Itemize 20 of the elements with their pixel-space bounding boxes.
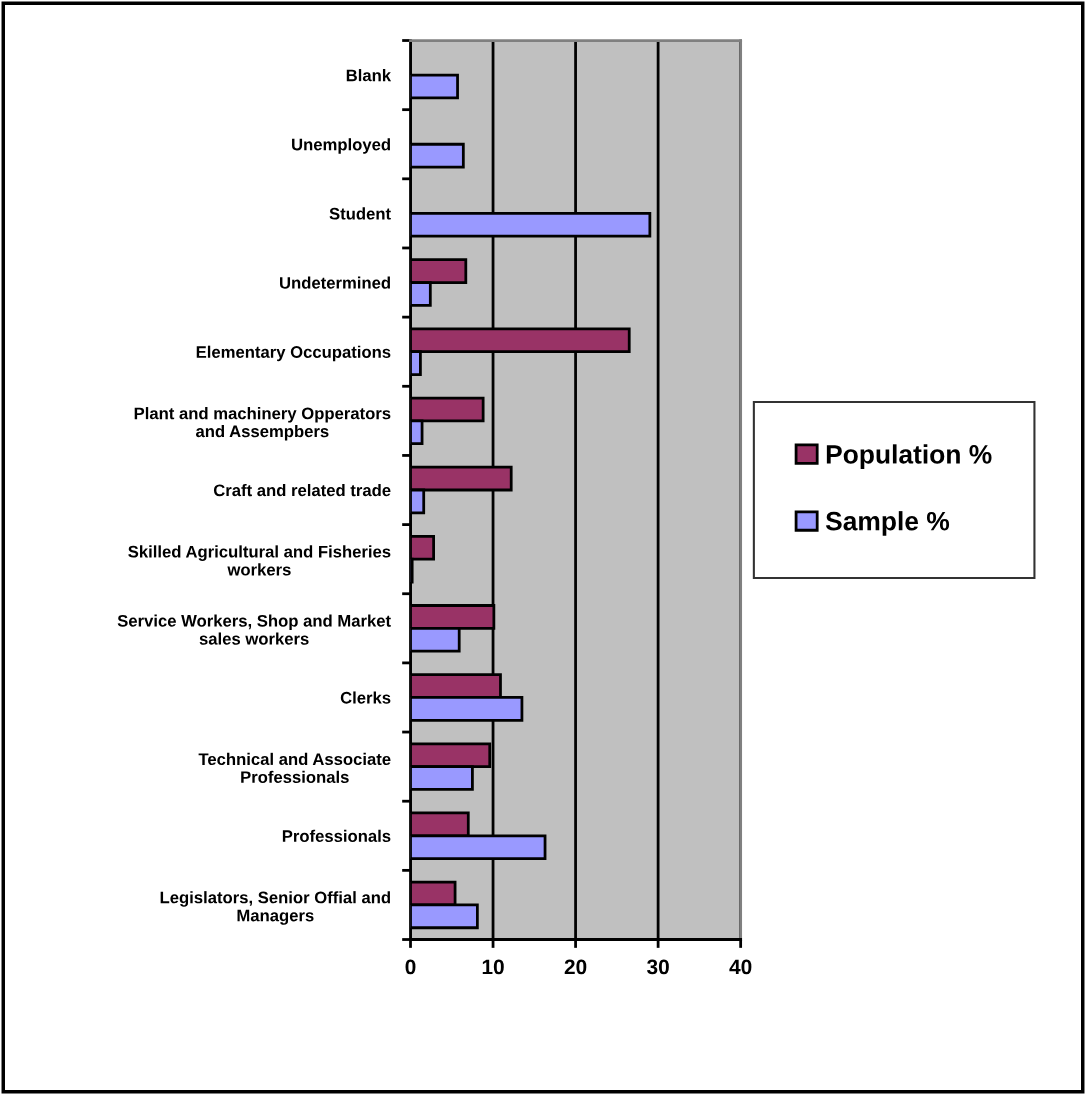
y-tick-label: Clerks — [340, 691, 391, 704]
y-tick-label: Professionals — [282, 829, 391, 842]
y-tick-label: Service Workers, Shop and Market sales workers — [117, 614, 391, 645]
y-tick-label: Legislators, Senior Offial and Managers — [160, 891, 390, 925]
x-tick-label: 20 — [564, 959, 587, 975]
y-tick-label: Skilled Agricultural and Fisheries workers — [128, 545, 391, 576]
legend-label: Sample % — [825, 511, 950, 536]
y-tick-label: Elementary Occupations — [196, 345, 391, 362]
x-tick-label: 10 — [482, 959, 504, 975]
legend-label: Population % — [826, 444, 992, 469]
y-tick-label: Plant and machinery Opperators and Assempbers — [134, 407, 391, 441]
x-tick-label: 0 — [405, 959, 416, 975]
x-tick-label: 40 — [729, 959, 752, 975]
x-tick-label: 30 — [647, 959, 669, 975]
y-tick-label: Student — [329, 207, 391, 220]
y-tick-label: Craft and related trade — [213, 483, 391, 497]
y-tick-label: Undetermined — [280, 276, 390, 289]
y-tick-label: Technical and Associate Professionals — [198, 752, 391, 784]
y-tick-label: Blank — [346, 69, 392, 82]
y-tick-label: Unemployed — [292, 138, 390, 154]
